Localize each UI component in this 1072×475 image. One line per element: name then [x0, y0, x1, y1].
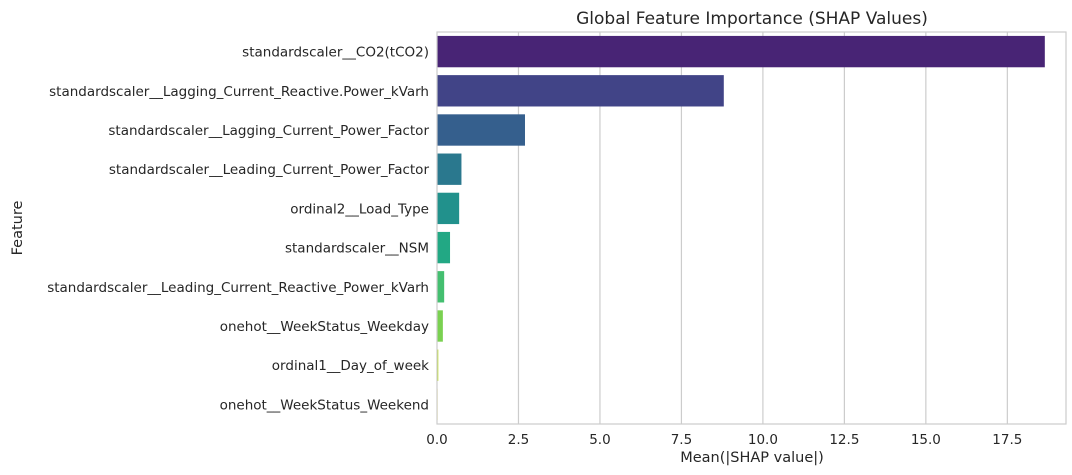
x-tick-label: 10.0: [748, 432, 778, 448]
bars: [437, 35, 1045, 421]
y-axis-label: Feature: [10, 201, 26, 256]
x-tick-labels: 0.0 2.5 5.0 7.5 10.0 12.5 15.0 17.5: [426, 432, 1022, 448]
x-tick-label: 17.5: [992, 432, 1022, 448]
y-tick-label: onehot__WeekStatus_Weekday: [220, 319, 429, 335]
y-tick-label: standardscaler__CO2(tCO2): [242, 45, 429, 61]
x-tick-label: 15.0: [911, 432, 941, 448]
chart-title: Global Feature Importance (SHAP Values): [576, 9, 928, 29]
y-tick-label: ordinal1__Day_of_week: [272, 358, 429, 374]
y-tick-label: standardscaler__Lagging_Current_Reactive…: [49, 84, 429, 100]
x-tick-label: 0.0: [426, 432, 447, 448]
x-tick-label: 12.5: [829, 432, 859, 448]
bar: [437, 192, 460, 225]
x-tick-label: 5.0: [589, 432, 610, 448]
bar: [437, 75, 724, 107]
bar: [437, 153, 462, 185]
bar: [437, 310, 443, 342]
bar: [437, 114, 525, 146]
x-axis-label: Mean(|SHAP value|): [680, 450, 824, 466]
x-tick-label: 2.5: [508, 432, 529, 448]
bar: [437, 231, 451, 264]
y-tick-label: standardscaler__Leading_Current_Power_Fa…: [109, 162, 430, 178]
y-tick-label: standardscaler__NSM: [285, 241, 429, 257]
bar: [437, 271, 445, 303]
y-tick-label: onehot__WeekStatus_Weekend: [220, 397, 429, 413]
y-tick-labels: standardscaler__CO2(tCO2) standardscaler_…: [47, 45, 429, 414]
plot-border: [436, 31, 1067, 425]
bar: [437, 349, 439, 381]
y-tick-label: standardscaler__Lagging_Current_Power_Fa…: [108, 123, 429, 139]
y-tick-label: standardscaler__Leading_Current_Reactive…: [47, 280, 429, 296]
plot-frame: [436, 31, 1067, 425]
y-tick-label: ordinal2__Load_Type: [290, 201, 429, 217]
x-tick-label: 7.5: [671, 432, 692, 448]
bar: [437, 35, 1045, 68]
